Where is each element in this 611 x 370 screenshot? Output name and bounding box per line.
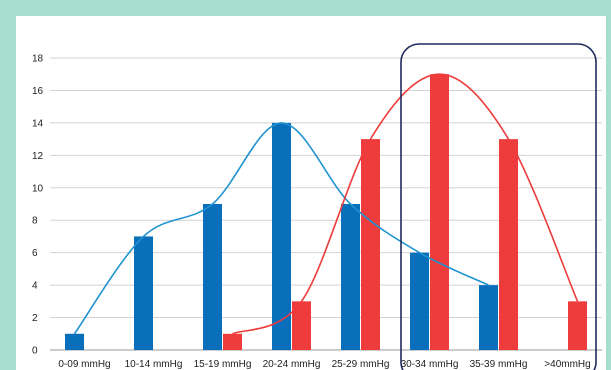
x-category-label: 20-24 mmHg: [263, 359, 321, 370]
bar-series1-5: [410, 252, 429, 350]
x-category-label: 10-14 mmHg: [125, 359, 183, 370]
trend-curve-series2: [232, 73, 579, 335]
bar-series2-4: [361, 139, 380, 350]
y-tick-label: 8: [32, 216, 38, 227]
x-category-label: >40mmHg: [544, 359, 590, 370]
y-tick-label: 14: [32, 118, 44, 129]
x-category-label: 15-19 mmHg: [194, 359, 252, 370]
bar-series2-5: [430, 74, 449, 350]
x-category-label: 25-29 mmHg: [332, 359, 390, 370]
chart-panel: 0 2 4 6 8 10 12 14 16 18 0-09 mmHg 10-14 mmHg 15-19…: [16, 16, 606, 370]
y-tick-label: 16: [32, 86, 44, 97]
bar-chart: 0 2 4 6 8 10 12 14 16 18 0-09 mmHg 10-14 mmHg 15-19…: [32, 43, 602, 370]
bar-series1-4: [341, 204, 360, 350]
bar-series2-2: [223, 333, 242, 350]
y-tick-label: 2: [32, 313, 38, 324]
highlight-rectangle: [400, 43, 597, 370]
x-category-label: 30-34 mmHg: [401, 359, 459, 370]
bar-series2-7: [568, 301, 587, 350]
bar-series2-6: [499, 139, 518, 350]
y-tick-label: 6: [32, 248, 38, 259]
gridlines: [50, 57, 602, 351]
bar-series1-6: [479, 285, 498, 350]
y-tick-label: 18: [32, 54, 44, 65]
y-tick-label: 10: [32, 183, 44, 194]
y-axis-ticks: 0 2 4 6 8 10 12 14 16 18: [32, 54, 44, 357]
bar-series2-3: [292, 301, 311, 350]
trend-curve-series1: [73, 122, 489, 335]
bar-series1-2: [203, 204, 222, 350]
bar-series1-3: [272, 122, 291, 350]
x-category-label: 35-39 mmHg: [470, 359, 528, 370]
y-tick-label: 0: [32, 346, 38, 357]
y-tick-label: 4: [32, 281, 38, 292]
x-axis-labels: 0-09 mmHg 10-14 mmHg 15-19 mmHg 20-24 mmHg 2…: [58, 359, 590, 370]
highlight-box: [400, 43, 597, 370]
bars: [65, 74, 587, 350]
trend-curves: [73, 73, 579, 335]
bar-series1-1: [134, 236, 153, 350]
y-tick-label: 12: [32, 151, 44, 162]
x-category-label: 0-09 mmHg: [58, 359, 110, 370]
bar-series1-0: [65, 333, 84, 350]
